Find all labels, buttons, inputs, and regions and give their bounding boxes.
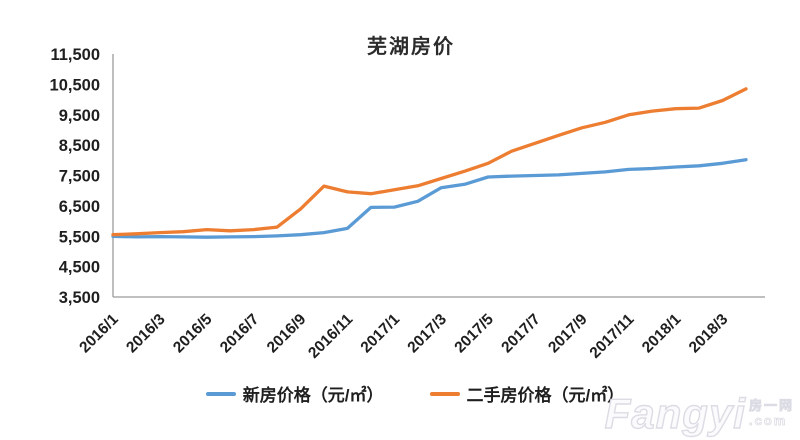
- x-axis-tick-label: 2016/3: [123, 311, 169, 357]
- x-axis-tick-label: 2016/9: [264, 311, 310, 357]
- legend-item-second-hand-price: 二手房价格（元/㎡）: [429, 381, 625, 406]
- y-axis-tick-label: 3,500: [59, 289, 100, 307]
- y-axis-tick-label: 11,500: [50, 46, 100, 64]
- x-axis-tick-label: 2017/3: [404, 311, 450, 357]
- x-axis-tick-label: 2017/5: [451, 311, 497, 357]
- y-axis-tick-label: 10,500: [50, 76, 100, 94]
- x-axis-tick-label: 2017/1: [358, 311, 404, 357]
- x-axis-tick-label: 2017/7: [498, 311, 544, 357]
- legend-label-second-hand-price: 二手房价格（元/㎡）: [466, 386, 625, 405]
- series-line-new-house-price: [111, 158, 748, 239]
- y-axis-tick-label: 9,500: [59, 107, 100, 125]
- y-axis-tick-label: 7,500: [59, 168, 100, 186]
- x-axis-tick-label: 2016/7: [217, 311, 263, 357]
- legend-dash-new-house-icon: [205, 391, 236, 396]
- y-axis-tick-label: 4,500: [59, 259, 100, 277]
- chart-title: 芜湖房价: [367, 36, 455, 58]
- x-axis-tick-label: 2018/1: [639, 311, 685, 357]
- x-axis-tick-label: 2016/11: [305, 311, 356, 362]
- legend-label-new-house-price: 新房价格（元/㎡）: [242, 386, 384, 405]
- y-axis-tick-label: 8,500: [59, 137, 100, 155]
- y-axis-tick-label: 5,500: [59, 228, 100, 246]
- legend-item-new-house-price: 新房价格（元/㎡）: [205, 381, 384, 406]
- x-axis-tick-label: 2017/9: [545, 311, 591, 357]
- legend-dash-second-hand-icon: [429, 391, 460, 396]
- series-line-second-hand-house-price: [111, 87, 748, 237]
- y-axis-tick-label: 6,500: [59, 198, 100, 216]
- x-axis-tick-label: 2016/1: [76, 311, 122, 357]
- x-axis-tick-label: 2018/3: [686, 311, 732, 357]
- x-axis-tick-label: 2016/5: [170, 311, 216, 357]
- x-axis-tick-label: 2017/11: [587, 311, 638, 362]
- legend: 新房价格（元/㎡） 二手房价格（元/㎡）: [0, 381, 800, 406]
